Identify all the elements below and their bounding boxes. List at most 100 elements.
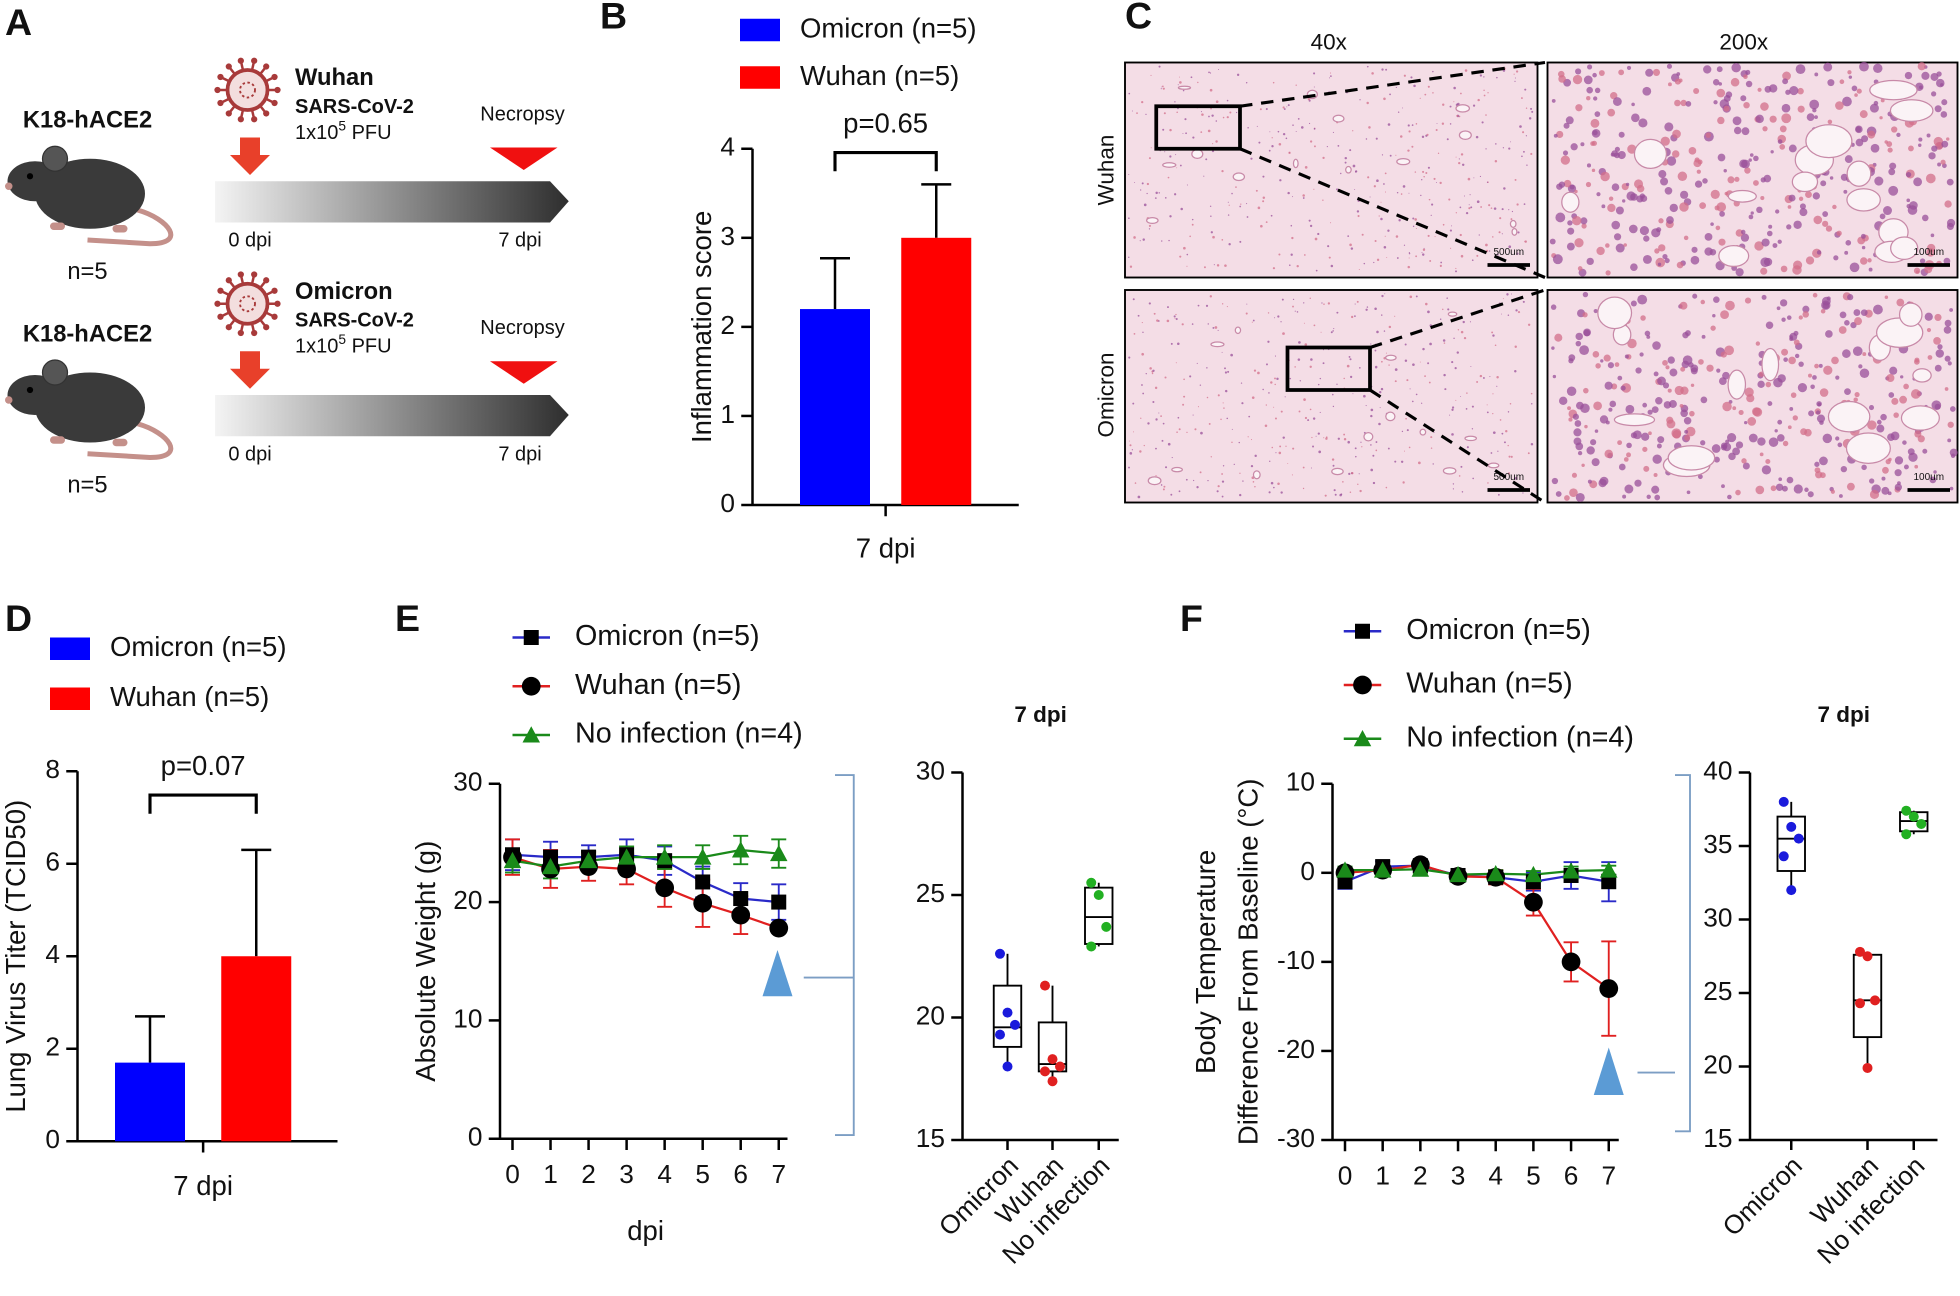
virus-knob: [225, 63, 232, 70]
airspace: [1597, 296, 1633, 330]
tissue-cell: [1522, 300, 1525, 303]
virus-knob: [263, 63, 270, 70]
tissue-cell: [1227, 214, 1230, 216]
tissue-cell: [1514, 370, 1517, 373]
y-tick-label: 4: [45, 939, 60, 969]
legend-label: No infection (n=4): [1406, 721, 1634, 753]
airspace: [1827, 400, 1871, 433]
tissue-cell: [1387, 229, 1390, 232]
tissue-cell: [1468, 204, 1470, 206]
tissue-cell: [1531, 403, 1533, 405]
marker: [770, 844, 788, 862]
tissue-cell: [1394, 315, 1396, 317]
tissue-cell: [1929, 476, 1937, 484]
tissue-cell: [1656, 443, 1662, 449]
tissue-cell: [1779, 144, 1786, 150]
tissue-cell: [1655, 257, 1666, 268]
tissue-cell: [1418, 461, 1421, 465]
tissue-cell: [1191, 223, 1194, 226]
tissue-cell: [1142, 238, 1145, 241]
tissue-cell: [1618, 463, 1626, 471]
tissue-cell: [1479, 374, 1483, 378]
legend-marker: [1353, 675, 1372, 695]
tissue-cell: [1769, 115, 1777, 123]
tissue-cell: [1278, 253, 1281, 256]
tissue-cell: [1203, 175, 1205, 177]
tissue-cell: [1223, 407, 1225, 409]
tissue-cell: [1179, 81, 1182, 84]
tissue-cell: [1250, 439, 1253, 441]
x-axis-label: dpi: [627, 1215, 664, 1246]
tissue-cell: [1699, 202, 1707, 210]
tissue-cell: [1855, 125, 1863, 134]
tissue-cell: [1617, 440, 1623, 446]
tissue-cell: [1775, 209, 1780, 214]
tissue-cell: [1893, 412, 1899, 418]
tissue-cell: [1360, 441, 1362, 443]
tissue-cell: [1497, 253, 1499, 256]
tissue-cell: [1692, 293, 1698, 299]
tissue-cell: [1208, 115, 1210, 118]
tissue-cell: [1664, 257, 1670, 264]
tissue-cell: [1215, 100, 1219, 104]
tissue-cell: [1313, 324, 1316, 327]
tissue-cell: [1358, 269, 1360, 271]
tissue-cell: [1762, 126, 1768, 132]
bar: [221, 956, 292, 1142]
tissue-cell: [1838, 494, 1843, 498]
tissue-cell: [1139, 189, 1142, 191]
tissue-cell: [1410, 76, 1413, 79]
legend-swatch: [740, 66, 780, 89]
tissue-cell: [1404, 343, 1407, 346]
panel-label: D: [5, 597, 32, 639]
tissue-cell: [1700, 440, 1706, 446]
tissue-cell: [1496, 76, 1498, 79]
tissue-cell: [1639, 352, 1644, 357]
tissue-cell: [1560, 155, 1570, 165]
tissue-cell: [1370, 343, 1372, 345]
tissue-cell: [1725, 439, 1730, 444]
tissue-cell: [1630, 432, 1638, 439]
virus-knob: [271, 287, 278, 294]
tissue-cell: [1846, 482, 1855, 491]
airspace: [1363, 432, 1374, 442]
tissue-cell: [1167, 442, 1171, 446]
data-point: [1010, 1019, 1020, 1030]
tissue-cell: [1822, 220, 1829, 227]
tissue-cell: [1224, 371, 1228, 374]
airspace: [1458, 130, 1472, 141]
tissue-cell: [1446, 297, 1448, 299]
tissue-cell: [1805, 256, 1815, 265]
tissue-cell: [1409, 388, 1411, 390]
tissue-cell: [1351, 471, 1354, 475]
tissue-cell: [1458, 158, 1460, 160]
tissue-cell: [1515, 70, 1519, 73]
marker: [503, 851, 522, 869]
data-point: [1002, 1007, 1013, 1018]
tissue-cell: [1381, 294, 1384, 298]
airspace: [1889, 99, 1934, 122]
tissue-cell: [1797, 87, 1804, 95]
data-point: [1047, 1054, 1058, 1065]
tissue-cell: [1251, 396, 1255, 399]
tissue-cell: [1730, 77, 1740, 87]
airspace: [1898, 302, 1923, 327]
tissue-cell: [1162, 128, 1165, 131]
tissue-cell: [1148, 157, 1151, 160]
tissue-cell: [1666, 416, 1674, 424]
tissue-cell: [1388, 325, 1392, 329]
legend-label: Omicron (n=5): [110, 631, 287, 662]
tissue-cell: [1296, 264, 1299, 268]
tissue-cell: [1780, 299, 1788, 307]
tissue-cell: [1553, 133, 1558, 138]
tissue-cell: [1792, 265, 1802, 275]
tissue-cell: [1715, 225, 1721, 231]
tissue-cell: [1356, 300, 1359, 303]
tissue-cell: [1208, 71, 1210, 74]
tissue-cell: [1349, 491, 1352, 493]
tissue-cell: [1148, 228, 1151, 230]
tissue-cell: [1492, 236, 1494, 238]
tissue-cell: [1161, 439, 1164, 442]
tissue-cell: [1684, 434, 1691, 441]
tissue-cell: [1209, 205, 1212, 207]
